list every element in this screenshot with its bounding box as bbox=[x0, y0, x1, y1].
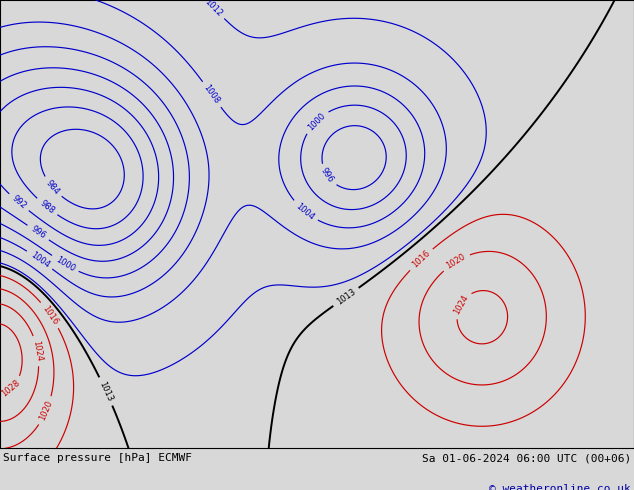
Text: 1020: 1020 bbox=[444, 252, 467, 271]
Text: Surface pressure [hPa] ECMWF: Surface pressure [hPa] ECMWF bbox=[3, 453, 192, 463]
Text: 984: 984 bbox=[44, 178, 61, 196]
Text: 1028: 1028 bbox=[0, 379, 22, 399]
Text: 1024: 1024 bbox=[31, 340, 44, 362]
Text: 988: 988 bbox=[38, 198, 56, 216]
Text: 1004: 1004 bbox=[294, 201, 316, 221]
Text: 996: 996 bbox=[319, 167, 335, 185]
Text: 1000: 1000 bbox=[54, 255, 76, 273]
Text: 1013: 1013 bbox=[335, 287, 357, 307]
Text: 1013: 1013 bbox=[98, 380, 115, 403]
Text: 1024: 1024 bbox=[451, 293, 470, 316]
Text: 1004: 1004 bbox=[29, 250, 51, 270]
Text: 996: 996 bbox=[29, 224, 47, 241]
Text: Sa 01-06-2024 06:00 UTC (00+06): Sa 01-06-2024 06:00 UTC (00+06) bbox=[422, 453, 631, 463]
Text: 1012: 1012 bbox=[203, 0, 224, 18]
Text: 1016: 1016 bbox=[41, 304, 60, 326]
Text: © weatheronline.co.uk: © weatheronline.co.uk bbox=[489, 484, 631, 490]
Text: 1016: 1016 bbox=[410, 249, 432, 270]
Text: 1008: 1008 bbox=[202, 83, 221, 106]
Text: 1020: 1020 bbox=[38, 399, 55, 422]
Text: 992: 992 bbox=[10, 194, 28, 211]
Text: 1000: 1000 bbox=[306, 111, 327, 132]
